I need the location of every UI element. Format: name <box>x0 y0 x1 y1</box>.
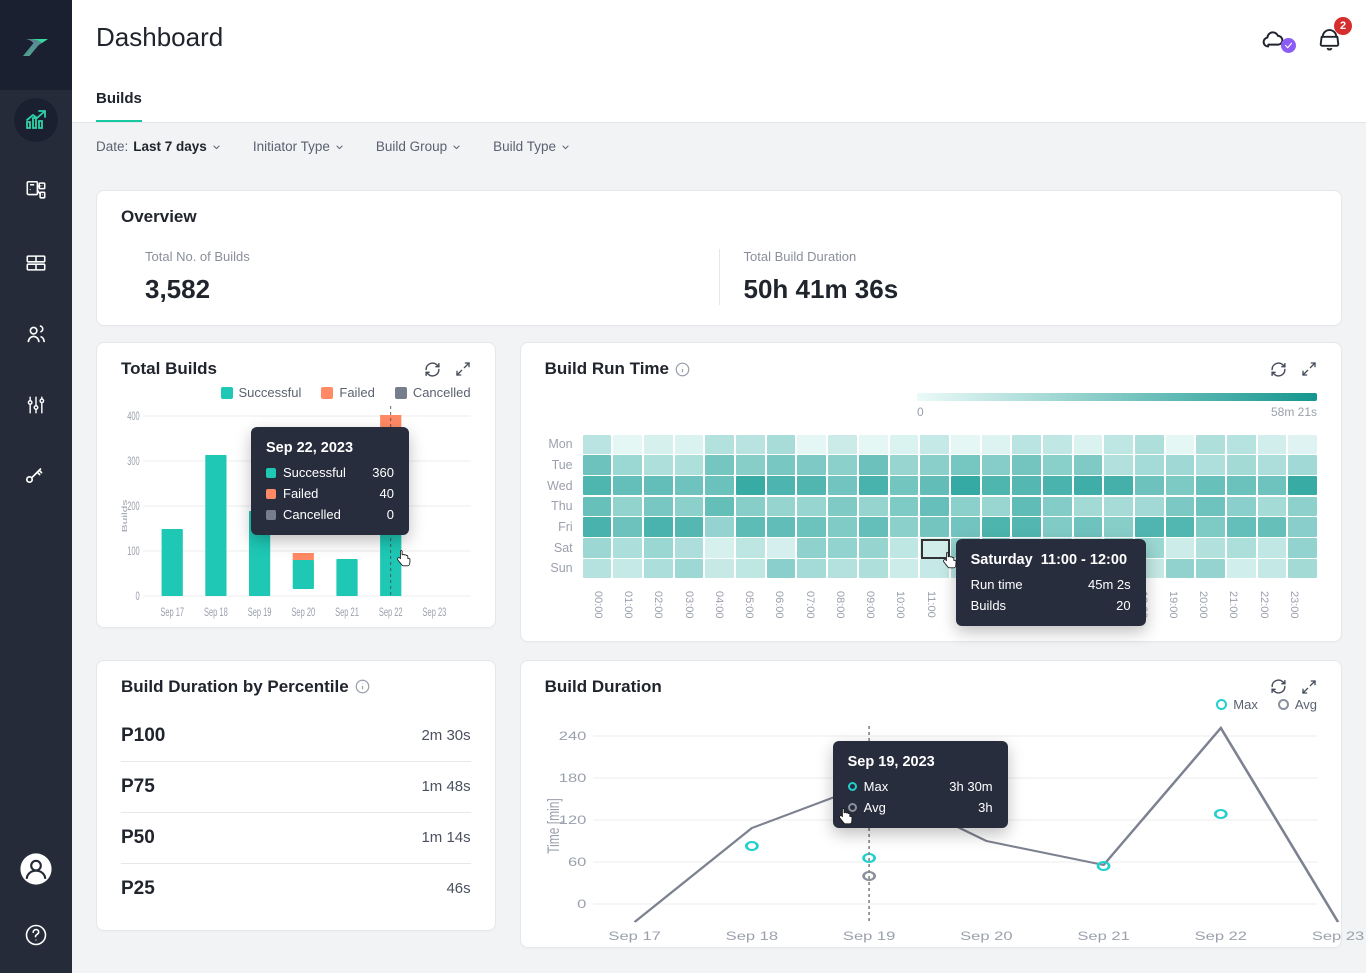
svg-text:240: 240 <box>558 730 586 743</box>
svg-text:Sep 21: Sep 21 <box>335 606 359 619</box>
svg-text:Sep 18: Sep 18 <box>204 606 228 619</box>
svg-text:300: 300 <box>127 455 140 468</box>
svg-text:Sep 23: Sep 23 <box>423 606 447 619</box>
svg-text:180: 180 <box>558 772 586 785</box>
svg-text:Sep 20: Sep 20 <box>291 606 315 619</box>
svg-text:Sep 21: Sep 21 <box>1077 930 1129 943</box>
svg-text:0: 0 <box>577 898 586 911</box>
svg-text:Sep 19: Sep 19 <box>843 930 895 943</box>
svg-text:Sep 18: Sep 18 <box>725 930 777 943</box>
svg-text:Sep 17: Sep 17 <box>160 606 184 619</box>
svg-text:Time [min]: Time [min] <box>545 798 563 853</box>
svg-text:60: 60 <box>568 856 586 869</box>
svg-text:Builds: Builds <box>121 500 129 533</box>
svg-text:Sep 20: Sep 20 <box>960 930 1012 943</box>
svg-text:400: 400 <box>127 410 140 423</box>
svg-text:100: 100 <box>127 545 140 558</box>
svg-text:Sep 23: Sep 23 <box>1311 930 1363 943</box>
svg-text:Sep 19: Sep 19 <box>248 606 272 619</box>
svg-text:Sep 22: Sep 22 <box>379 606 403 619</box>
svg-text:Sep 22: Sep 22 <box>1194 930 1246 943</box>
svg-text:0: 0 <box>136 590 140 603</box>
svg-text:Sep 17: Sep 17 <box>608 930 660 943</box>
